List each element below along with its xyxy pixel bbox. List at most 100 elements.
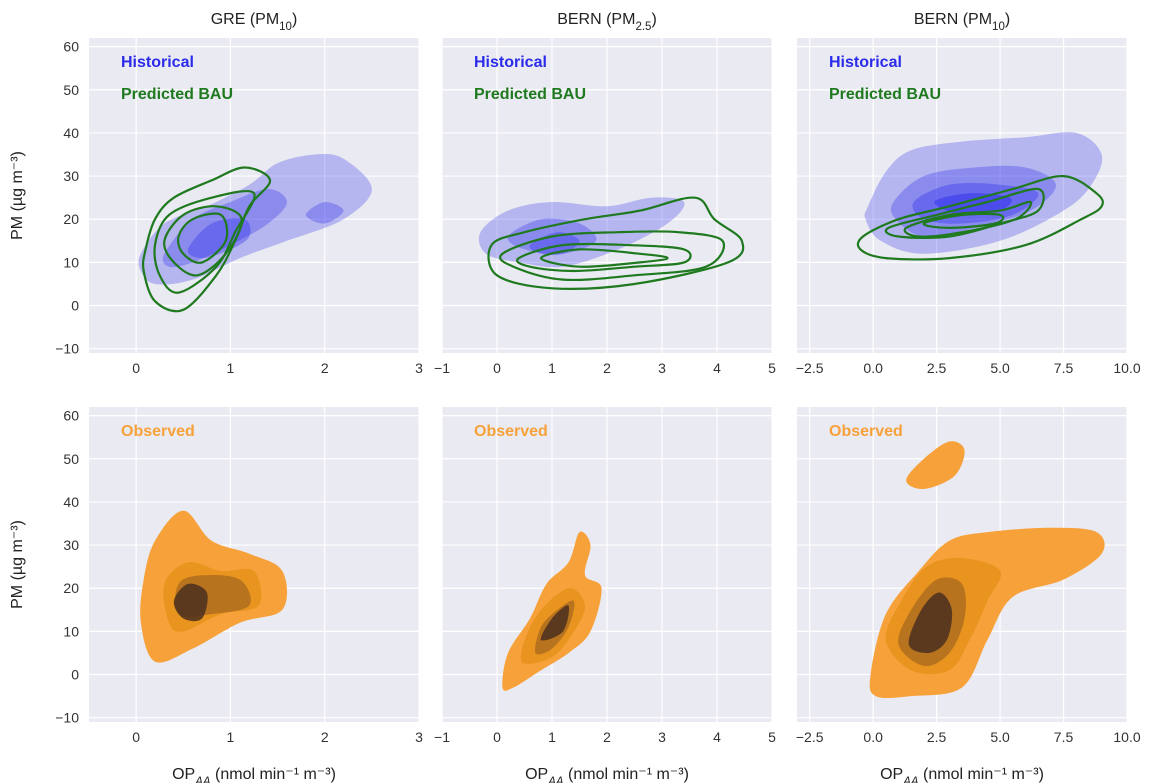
x-tick-label: −1 [434,729,450,745]
predicted-contour [884,187,1045,239]
x-tick-label: 7.5 [1054,360,1074,376]
contour-layer [502,531,602,691]
panel-1: 0 1 2 3 −10 0 10 20 30 40 50 60 PM (µg m⁻³) GRE (PM10… [9,11,423,376]
panel-title: BERN (PM2.5) [557,11,657,33]
plot-background [797,38,1127,353]
x-tick-label: 2 [603,360,611,376]
predicted-contour [487,196,745,290]
y-tick-label: 0 [71,667,79,683]
x-tick-label: 2 [321,360,329,376]
y-tick-label: 50 [63,451,79,467]
x-tick-label: −2.5 [796,729,824,745]
panel-5: −1 0 1 2 3 4 5 OPAA (nmol min⁻¹ m⁻³) Observed [434,407,776,783]
x-axis-label: OPAA (nmol min⁻¹ m⁻³) [172,766,336,783]
y-tick-label: 40 [63,494,79,510]
legend-label: Historical [829,54,902,71]
y-tick-label: 60 [63,39,79,55]
x-tick-label: 4 [713,729,721,745]
x-tick-label: −2.5 [796,360,824,376]
panel-4: 0 1 2 3 −10 0 10 20 30 40 50 60 PM (µg m⁻³) OPAA (nmo… [9,407,423,783]
predicted-contour [903,200,1033,238]
x-tick-label: 2.5 [927,360,947,376]
x-tick-label: 0 [132,729,140,745]
x-tick-label: 0.0 [863,360,883,376]
predicted-contour [922,212,1005,230]
x-tick-label: 7.5 [1054,729,1074,745]
observed-contour [173,583,208,622]
y-tick-label: 30 [63,168,79,184]
historical-contour [138,154,372,285]
contour-layer [856,132,1104,261]
x-tick-label: 4 [713,360,721,376]
x-tick-label: −1 [434,360,450,376]
legend-label: Historical [474,54,547,71]
predicted-contour [499,230,726,282]
y-axis-label: PM (µg m⁻³) [9,151,26,240]
y-tick-label: 10 [63,623,79,639]
historical-contour [187,218,251,259]
y-tick-label: 60 [63,408,79,424]
predicted-contour [516,242,692,273]
legend-label: Predicted BAU [474,86,586,103]
contour-layer [869,441,1105,699]
x-tick-label: 0.0 [863,729,883,745]
x-tick-label: 3 [658,360,666,376]
x-tick-label: 1 [548,729,556,745]
x-tick-label: 5.0 [990,729,1010,745]
panel-3: −2.5 0.0 2.5 5.0 7.5 10.0 BERN (PM10) Historica… [796,11,1141,376]
predicted-contour [856,174,1104,261]
x-tick-label: 0 [132,360,140,376]
x-tick-label: 5 [768,360,776,376]
y-tick-label: 0 [71,298,79,314]
y-axis-label: PM (µg m⁻³) [9,520,26,609]
x-tick-label: 10.0 [1113,360,1140,376]
panel-title: BERN (PM10) [914,11,1010,33]
x-axis-label: OPAA (nmol min⁻¹ m⁻³) [525,766,689,783]
x-tick-label: 2 [603,729,611,745]
predicted-contour [163,205,243,277]
predicted-contour [539,248,669,268]
y-tick-label: 50 [63,82,79,98]
contour-layer [478,196,745,290]
x-tick-label: 3 [415,729,423,745]
contour-layer [140,510,288,663]
x-tick-label: 3 [658,729,666,745]
y-tick-label: 20 [63,580,79,596]
y-tick-label: 30 [63,537,79,553]
panel-6: −2.5 0.0 2.5 5.0 7.5 10.0 OPAA (nmol min⁻¹ m⁻³… [796,407,1141,783]
legend-label: Predicted BAU [121,86,233,103]
predicted-contour [177,212,229,264]
historical-contour [162,189,287,268]
x-tick-label: 5.0 [990,360,1010,376]
y-tick-label: 40 [63,125,79,141]
x-tick-label: 0 [493,729,501,745]
x-tick-label: 2 [321,729,329,745]
legend-label: Historical [121,54,194,71]
observed-contour [540,605,570,641]
y-tick-label: 20 [63,211,79,227]
x-tick-label: 0 [493,360,501,376]
observed-contour [908,592,953,654]
historical-contour [478,197,685,268]
x-tick-label: 1 [227,729,235,745]
x-tick-label: 5 [768,729,776,745]
y-tick-label: −10 [55,710,79,726]
x-tick-label: 1 [548,360,556,376]
x-tick-label: 1 [227,360,235,376]
legend-label: Predicted BAU [829,86,941,103]
x-tick-label: 2.5 [927,729,947,745]
historical-contour [305,201,344,224]
y-tick-label: 10 [63,254,79,270]
legend-label: Observed [474,423,548,440]
panel-2: −1 0 1 2 3 4 5 BERN (PM2.5) Historical Predicted … [434,11,776,376]
predicted-contour [153,189,256,294]
legend-label: Observed [829,423,903,440]
x-tick-label: 3 [415,360,423,376]
legend-label: Observed [121,423,195,440]
y-tick-label: −10 [55,341,79,357]
panel-title: GRE (PM10) [211,11,298,33]
observed-contour [906,441,965,490]
x-axis-label: OPAA (nmol min⁻¹ m⁻³) [880,766,1044,783]
x-tick-label: 10.0 [1113,729,1140,745]
